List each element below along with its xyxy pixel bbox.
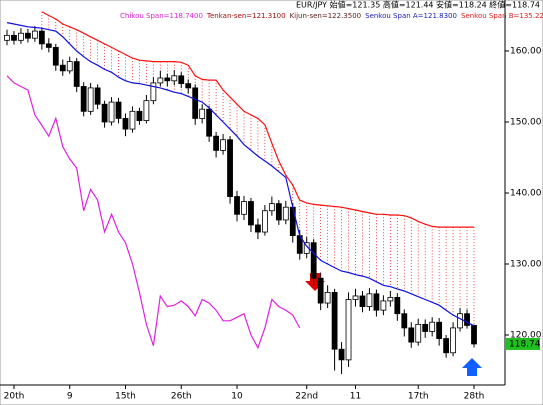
candle-body	[38, 30, 45, 45]
indicator-line	[6, 22, 475, 327]
x-tick-label: 22nd	[295, 392, 318, 402]
candle-body	[234, 196, 240, 215]
candle-body	[338, 348, 345, 361]
last-price-label: 118.74	[509, 339, 541, 349]
candle-body	[94, 87, 101, 105]
x-tick-label: 26th	[171, 392, 192, 402]
candle-body	[401, 313, 408, 329]
candle-body	[464, 313, 470, 326]
y-tick-label: 120.00	[510, 331, 542, 341]
candle-body	[220, 139, 226, 151]
candle-body	[213, 135, 220, 151]
candle-body	[436, 321, 443, 339]
candle-body	[178, 75, 185, 85]
candle-body	[282, 206, 289, 221]
candle-body	[87, 87, 94, 112]
candle-body	[450, 327, 456, 354]
candle-body	[289, 206, 296, 236]
y-tick-label: 150.00	[510, 117, 542, 127]
indicator-label: Senkou Span A=121.8300	[365, 12, 457, 20]
candle-body	[457, 313, 463, 329]
indicator-label: Kijun-sen=122.3500	[290, 12, 362, 20]
candle-body	[101, 103, 108, 123]
indicator-line	[6, 75, 301, 350]
candle-body	[206, 108, 213, 137]
x-tick-label: 17th	[408, 392, 429, 402]
candle-body	[18, 32, 24, 41]
candle-body	[59, 64, 66, 72]
candle-body	[150, 82, 157, 102]
candle-body	[268, 203, 275, 212]
candle-body	[380, 300, 387, 311]
candle-body	[185, 83, 192, 89]
candle-body	[241, 201, 247, 215]
candle-body	[255, 224, 261, 233]
candle-body	[108, 101, 115, 123]
candle-body	[248, 201, 254, 226]
x-tick-label: 15th	[115, 392, 136, 402]
candle-body	[52, 47, 59, 66]
candle-body	[408, 327, 415, 343]
candle-body	[199, 108, 206, 119]
buy-arrow	[462, 358, 482, 376]
x-tick-label: 11	[350, 392, 361, 402]
candle-body	[359, 295, 366, 308]
y-tick-label: 140.00	[510, 188, 542, 198]
candle-body	[31, 30, 38, 39]
candle-body	[352, 295, 359, 300]
candle-body	[157, 77, 164, 84]
candle-body	[373, 293, 380, 311]
candle-body	[415, 323, 422, 343]
x-tick-label: 10	[231, 392, 243, 402]
candle-body	[387, 296, 394, 302]
candle-body	[129, 110, 136, 130]
candle-body	[66, 61, 73, 72]
indicator-line	[41, 11, 474, 228]
y-tick-label: 130.00	[510, 260, 542, 270]
candle-body	[443, 338, 450, 354]
candle-body	[471, 325, 477, 345]
candle-body	[136, 110, 143, 121]
last-price-box	[506, 337, 540, 350]
candle-body	[80, 86, 87, 112]
candle-body	[275, 203, 282, 221]
x-tick-label: 9	[67, 392, 73, 402]
sell-arrow	[305, 273, 325, 291]
candle-body	[324, 292, 331, 304]
indicator-label: Chikou Span=118.7400	[120, 12, 203, 20]
candle-body	[192, 87, 199, 119]
x-tick-label: 28th	[464, 392, 485, 402]
indicator-label: Senkou Span B=135.2250	[461, 12, 543, 20]
candle-body	[310, 242, 317, 279]
chart-header: EUR/JPY 始値=121.35 高値=121.44 安値=118.24 終値…	[296, 0, 540, 10]
candle-body	[143, 100, 150, 121]
candle-body	[394, 296, 401, 315]
candle-body	[45, 43, 52, 48]
candle-body	[366, 293, 373, 308]
candle-body	[73, 61, 80, 87]
candle-body	[331, 292, 338, 350]
candle-body	[115, 101, 122, 119]
candle-body	[422, 323, 429, 332]
candle-body	[171, 75, 178, 82]
candle-body	[11, 34, 17, 41]
candle-body	[429, 321, 436, 332]
candle-body	[25, 32, 31, 39]
x-tick-label: 20th	[4, 392, 25, 402]
candle-body	[317, 277, 324, 304]
candle-body	[227, 139, 233, 197]
candle-body	[345, 299, 352, 361]
candle-body	[4, 34, 10, 41]
indicator-label: Tenkan-sen=121.3100	[206, 12, 286, 20]
candle-body	[122, 118, 129, 130]
candle-body	[261, 210, 268, 233]
y-tick-label: 160.00	[510, 46, 542, 56]
candle-body	[164, 77, 171, 82]
